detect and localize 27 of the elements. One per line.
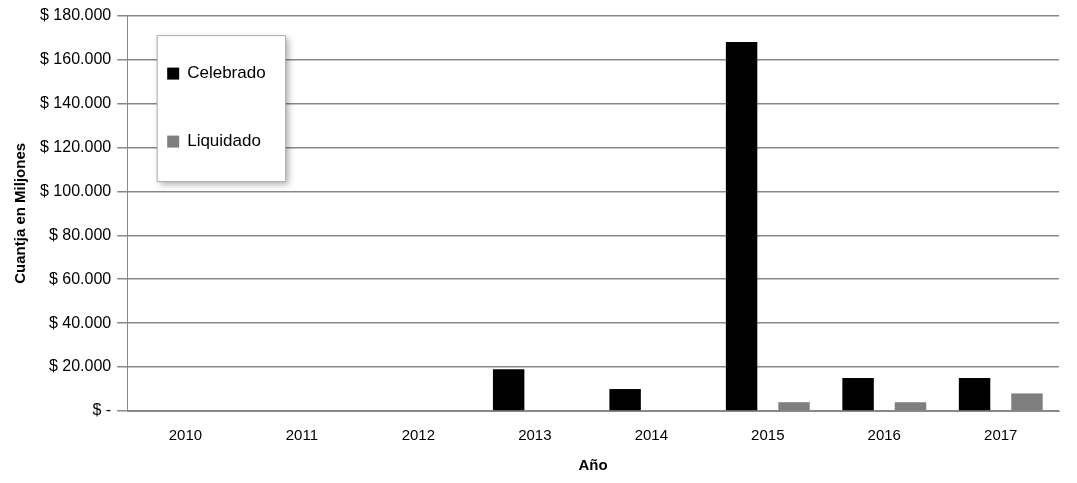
y-tick-label: $ 100.000 (39, 181, 112, 199)
y-tick-label: $ 160.000 (39, 49, 112, 67)
bar (958, 378, 991, 411)
x-tick-label: 2016 (867, 426, 901, 444)
y-tick-label: $ 120.000 (39, 137, 112, 155)
y-tick-label: $ 140.000 (39, 93, 112, 111)
y-tick-label: $ 60.000 (48, 269, 112, 287)
legend-label: Liquidado (187, 131, 261, 151)
x-tick-label: 2010 (168, 426, 203, 444)
x-tick-label: 2011 (285, 426, 319, 444)
x-tick-label: 2012 (401, 426, 436, 444)
bar (609, 389, 641, 411)
x-tick-label: 2014 (634, 426, 669, 444)
y-tick-label: $ 180.000 (39, 6, 112, 24)
x-tick-label: 2013 (518, 426, 552, 444)
y-tick-label: $ 20.000 (48, 357, 112, 375)
y-axis-title: Cuantja en Miljones (11, 142, 29, 284)
bar (842, 378, 874, 411)
y-tick-label: $ 40.000 (48, 313, 112, 331)
bar (492, 369, 525, 411)
legend-label: Celebrado (187, 63, 266, 83)
x-tick-label: 2017 (984, 426, 1018, 444)
y-tick-label: $ - (92, 401, 112, 419)
y-tick-label: $ 80.000 (48, 225, 112, 243)
x-axis-title: Año (578, 456, 608, 474)
x-tick-label: 2015 (751, 426, 785, 444)
bar (725, 41, 758, 411)
